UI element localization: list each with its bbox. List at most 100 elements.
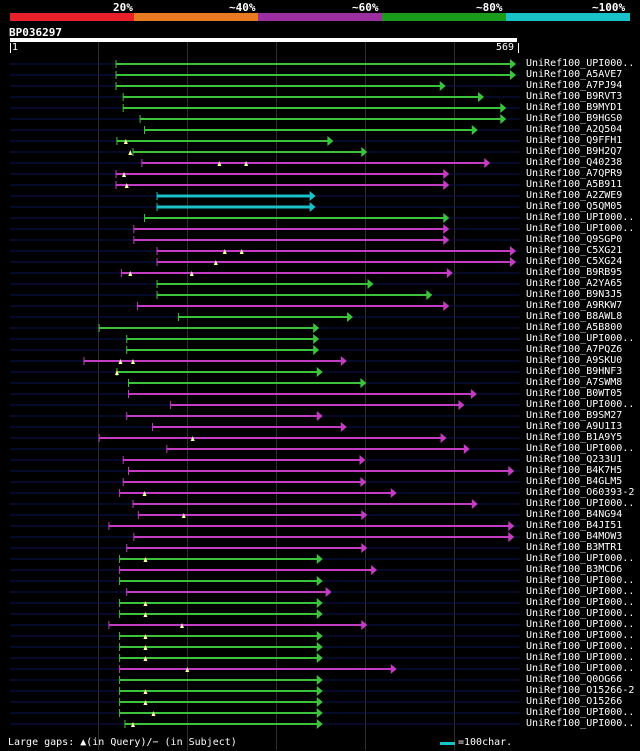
hit-row[interactable]: [10, 631, 520, 641]
hit-label[interactable]: UniRef100_UPI000..: [526, 718, 635, 729]
hit-row[interactable]: [10, 510, 520, 520]
hit-row[interactable]: [10, 279, 520, 289]
hit-label[interactable]: UniRef100_B4MOW3: [526, 531, 623, 542]
hit-row[interactable]: [10, 422, 520, 432]
hit-row[interactable]: [10, 411, 520, 421]
hit-label[interactable]: UniRef100_A2ZWE9: [526, 190, 623, 201]
hit-label[interactable]: UniRef100_UPI000..: [526, 608, 635, 619]
hit-label[interactable]: UniRef100_UPI000..: [526, 641, 635, 652]
hit-label[interactable]: UniRef100_UPI000..: [526, 575, 635, 586]
hit-label[interactable]: UniRef100_O15266-2: [526, 685, 635, 696]
hit-row[interactable]: [10, 312, 520, 322]
hit-row[interactable]: [10, 70, 520, 80]
hit-label[interactable]: UniRef100_UPI000..: [526, 399, 635, 410]
hit-label[interactable]: UniRef100_A7QPR9: [526, 168, 623, 179]
hit-label[interactable]: UniRef100_B0WT05: [526, 388, 623, 399]
hit-row[interactable]: [10, 81, 520, 91]
hit-row[interactable]: [10, 235, 520, 245]
hit-label[interactable]: UniRef100_UPI000..: [526, 223, 635, 234]
hit-row[interactable]: [10, 400, 520, 410]
hit-label[interactable]: UniRef100_B1A9Y5: [526, 432, 623, 443]
hit-row[interactable]: [10, 444, 520, 454]
hit-label[interactable]: UniRef100_O60393-2: [526, 487, 635, 498]
hit-row[interactable]: [10, 719, 520, 729]
hit-label[interactable]: UniRef100_A5AVE7: [526, 69, 623, 80]
hit-label[interactable]: UniRef100_A5B911: [526, 179, 623, 190]
hit-row[interactable]: [10, 334, 520, 344]
hit-label[interactable]: UniRef100_UPI000..: [526, 333, 635, 344]
hit-label[interactable]: UniRef100_B3MTR1: [526, 542, 623, 553]
hit-label[interactable]: UniRef100_B4K7H5: [526, 465, 623, 476]
hit-label[interactable]: UniRef100_B3MCD6: [526, 564, 623, 575]
hit-label[interactable]: UniRef100_UPI000..: [526, 498, 635, 509]
hit-row[interactable]: [10, 653, 520, 663]
hit-row[interactable]: [10, 290, 520, 300]
hit-row[interactable]: [10, 158, 520, 168]
hit-label[interactable]: UniRef100_UPI000..: [526, 707, 635, 718]
hit-label[interactable]: UniRef100_UPI000..: [526, 652, 635, 663]
hit-label[interactable]: UniRef100_B9RVT3: [526, 91, 623, 102]
hit-row[interactable]: [10, 268, 520, 278]
hit-label[interactable]: UniRef100_UPI000..: [526, 553, 635, 564]
hit-label[interactable]: UniRef100_UPI000..: [526, 586, 635, 597]
hit-label[interactable]: UniRef100_A9U1I3: [526, 421, 623, 432]
hit-row[interactable]: [10, 257, 520, 267]
hit-row[interactable]: [10, 356, 520, 366]
hit-label[interactable]: UniRef100_UPI000..: [526, 619, 635, 630]
hit-label[interactable]: UniRef100_Q0OG66: [526, 674, 623, 685]
hit-row[interactable]: [10, 686, 520, 696]
hit-row[interactable]: [10, 92, 520, 102]
hit-label[interactable]: UniRef100_A9RKW7: [526, 300, 623, 311]
hit-row[interactable]: [10, 191, 520, 201]
hit-row[interactable]: [10, 455, 520, 465]
hit-row[interactable]: [10, 378, 520, 388]
hit-row[interactable]: [10, 466, 520, 476]
hit-row[interactable]: [10, 367, 520, 377]
hit-row[interactable]: [10, 147, 520, 157]
hit-label[interactable]: UniRef100_UPI000..: [526, 443, 635, 454]
hit-label[interactable]: UniRef100_B9HGS0: [526, 113, 623, 124]
hit-row[interactable]: [10, 532, 520, 542]
hit-label[interactable]: UniRef100_B9HNF3: [526, 366, 623, 377]
hit-label[interactable]: UniRef100_A7PQZ6: [526, 344, 623, 355]
hit-row[interactable]: [10, 554, 520, 564]
hit-row[interactable]: [10, 433, 520, 443]
hit-row[interactable]: [10, 136, 520, 146]
hit-label[interactable]: UniRef100_B9N3J5: [526, 289, 623, 300]
hit-label[interactable]: UniRef100_B9H2Q7: [526, 146, 623, 157]
hit-label[interactable]: UniRef100_Q233U1: [526, 454, 623, 465]
hit-label[interactable]: UniRef100_B8AWL8: [526, 311, 623, 322]
hit-label[interactable]: UniRef100_B9RB95: [526, 267, 623, 278]
hit-label[interactable]: UniRef100_UPI000..: [526, 663, 635, 674]
hit-label[interactable]: UniRef100_B4JI51: [526, 520, 623, 531]
hit-row[interactable]: [10, 323, 520, 333]
hit-label[interactable]: UniRef100_A5B800: [526, 322, 623, 333]
hit-row[interactable]: [10, 708, 520, 718]
hit-row[interactable]: [10, 125, 520, 135]
hit-label[interactable]: UniRef100_Q5QM05: [526, 201, 623, 212]
hit-row[interactable]: [10, 213, 520, 223]
hit-label[interactable]: UniRef100_UPI000..: [526, 597, 635, 608]
hit-label[interactable]: UniRef100_Q9SGP0: [526, 234, 623, 245]
hit-row[interactable]: [10, 114, 520, 124]
hit-row[interactable]: [10, 642, 520, 652]
hit-row[interactable]: [10, 675, 520, 685]
hit-label[interactable]: UniRef100_UPI000..: [526, 630, 635, 641]
hit-row[interactable]: [10, 180, 520, 190]
hit-row[interactable]: [10, 488, 520, 498]
hit-row[interactable]: [10, 587, 520, 597]
hit-label[interactable]: UniRef100_B4NG94: [526, 509, 623, 520]
hit-row[interactable]: [10, 224, 520, 234]
hit-label[interactable]: UniRef100_O15266: [526, 696, 623, 707]
hit-label[interactable]: UniRef100_UPI000..: [526, 58, 635, 69]
hit-row[interactable]: [10, 389, 520, 399]
hit-row[interactable]: [10, 620, 520, 630]
hit-row[interactable]: [10, 576, 520, 586]
hit-label[interactable]: UniRef100_B4GLM5: [526, 476, 623, 487]
hit-row[interactable]: [10, 477, 520, 487]
hit-label[interactable]: UniRef100_A2Q504: [526, 124, 623, 135]
hit-row[interactable]: [10, 246, 520, 256]
hit-row[interactable]: [10, 609, 520, 619]
hit-label[interactable]: UniRef100_B9SM27: [526, 410, 623, 421]
hit-label[interactable]: UniRef100_A7PJ94: [526, 80, 623, 91]
